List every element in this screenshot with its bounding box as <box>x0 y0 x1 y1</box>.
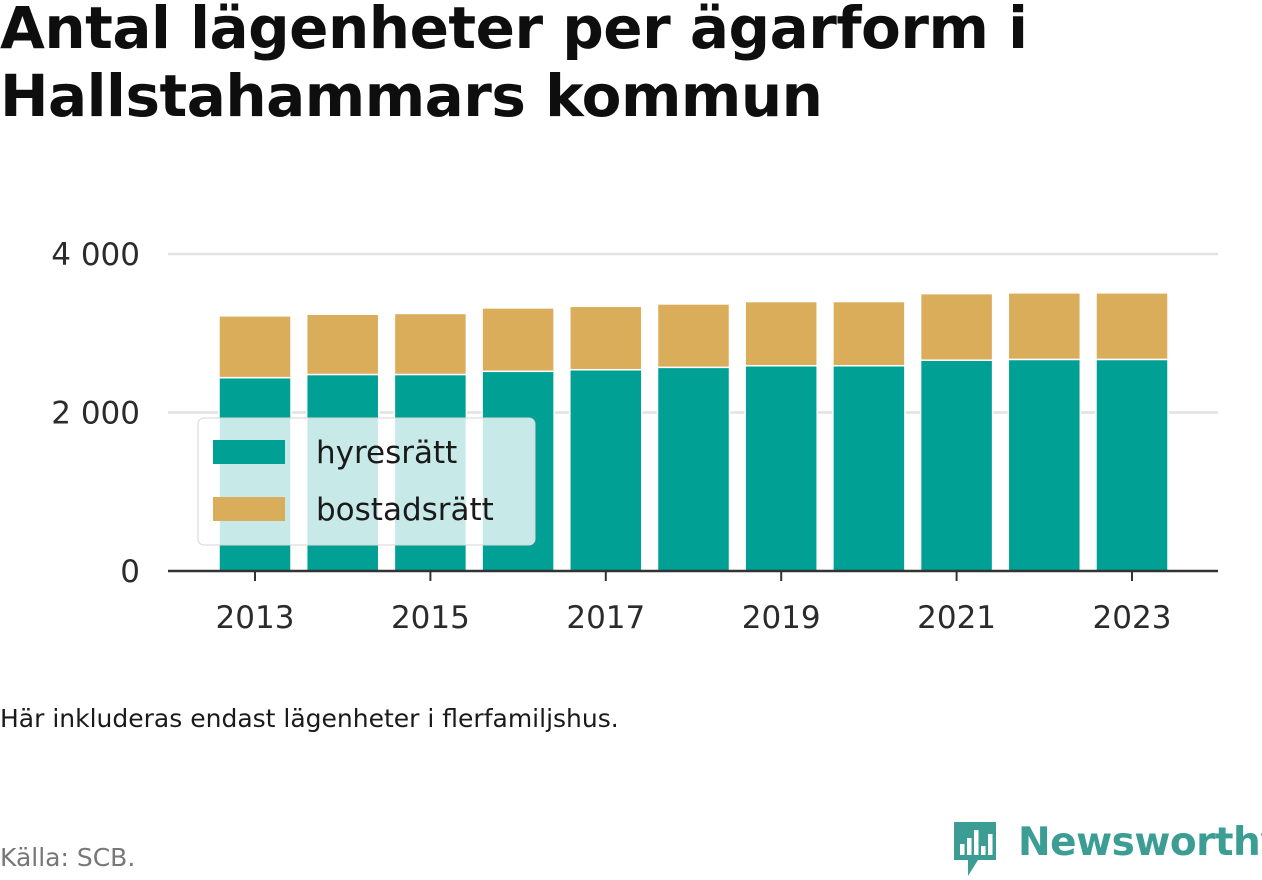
bar-segment-bostadsratt <box>744 300 818 367</box>
chart-title: Antal lägenheter per ägarform i Hallstah… <box>0 0 1028 130</box>
bar-segment-hyresratt <box>1007 358 1082 572</box>
bar-segment-bostadsratt <box>393 312 468 376</box>
bar-segment-hyresratt <box>832 364 906 572</box>
brand-logo: Newsworthy <box>950 818 1262 878</box>
brand-name: Newsworthy <box>1018 820 1262 865</box>
bar-segment-bostadsratt <box>656 303 731 369</box>
legend-swatch <box>213 440 285 464</box>
x-axis: 2013 2015 2017 2019 2021 2023 <box>168 569 1218 636</box>
bar-segment-hyresratt <box>744 364 818 572</box>
chart-note: Här inkluderas endast lägenheter i flerf… <box>0 704 619 733</box>
legend-swatch <box>213 497 285 521</box>
y-tick-label: 2 000 <box>51 396 140 432</box>
bar-segment-hyresratt <box>656 366 731 572</box>
bar-segment-bostadsratt <box>919 292 994 361</box>
source-text: Källa: SCB. <box>0 843 136 872</box>
bar-segment-bostadsratt <box>1007 292 1082 361</box>
x-tick-label: 2021 <box>917 600 996 636</box>
x-tick-label: 2013 <box>216 600 295 636</box>
x-tick-label: 2017 <box>566 600 645 636</box>
bar-segment-bostadsratt <box>569 305 643 371</box>
bar-segment-hyresratt <box>919 359 994 572</box>
bar-segment-bostadsratt <box>832 300 906 367</box>
bar-segment-hyresratt <box>1095 358 1169 572</box>
y-axis-ticks: 0 2 000 4 000 <box>51 237 140 590</box>
bar-segment-bostadsratt <box>218 315 292 379</box>
bar-segment-bostadsratt <box>305 313 380 376</box>
y-tick-label: 4 000 <box>51 237 140 273</box>
bar-segment-hyresratt <box>569 368 643 572</box>
legend-label: bostadsrätt <box>316 492 494 528</box>
y-tick-label: 0 <box>120 554 140 590</box>
x-tick-label: 2023 <box>1093 600 1172 636</box>
newsworthy-logo-icon <box>954 822 996 876</box>
bar-segment-bostadsratt <box>481 307 555 373</box>
bar-segment-bostadsratt <box>1095 292 1169 361</box>
x-tick-label: 2019 <box>742 600 821 636</box>
legend: hyresrätt bostadsrätt <box>197 417 536 546</box>
bars <box>218 292 1169 572</box>
stacked-bar-chart: 2013 2015 2017 2019 2021 2023 0 2 000 4 000 hyr… <box>51 237 1218 636</box>
x-tick-label: 2015 <box>391 600 470 636</box>
legend-label: hyresrätt <box>316 435 457 471</box>
